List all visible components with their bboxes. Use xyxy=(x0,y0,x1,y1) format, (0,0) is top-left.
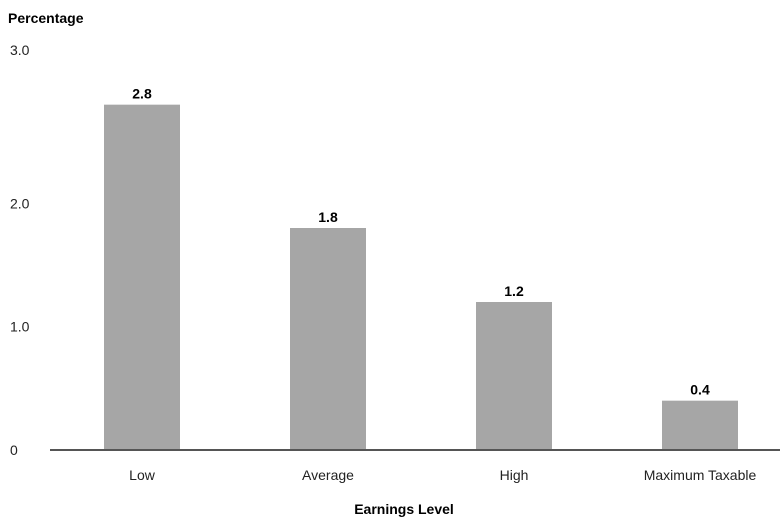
bar-value-label: 2.8 xyxy=(132,86,152,102)
x-tick-label: Maximum Taxable xyxy=(644,467,757,483)
bar xyxy=(662,400,738,450)
x-axis-title: Earnings Level xyxy=(354,501,454,517)
y-tick-label: 3.0 xyxy=(10,42,30,58)
y-axis-ticks: 0 1.0 2.0 3.0 xyxy=(10,42,30,458)
bars: 2.8 1.8 1.2 0.4 xyxy=(104,86,738,451)
y-tick-label: 0 xyxy=(10,442,18,458)
bar xyxy=(476,302,552,450)
bar xyxy=(290,228,366,450)
x-tick-label: Low xyxy=(129,467,156,483)
y-tick-label: 2.0 xyxy=(10,195,30,211)
bar-value-label: 0.4 xyxy=(690,382,710,398)
x-tick-label: High xyxy=(500,467,529,483)
bar-value-label: 1.8 xyxy=(318,209,338,225)
bar-value-label: 1.2 xyxy=(504,283,524,299)
x-tick-label: Average xyxy=(302,467,354,483)
x-axis-ticks: Low Average High Maximum Taxable xyxy=(129,467,756,483)
bar xyxy=(104,104,180,451)
y-tick-label: 1.0 xyxy=(10,319,30,335)
y-axis-title: Percentage xyxy=(8,10,84,26)
